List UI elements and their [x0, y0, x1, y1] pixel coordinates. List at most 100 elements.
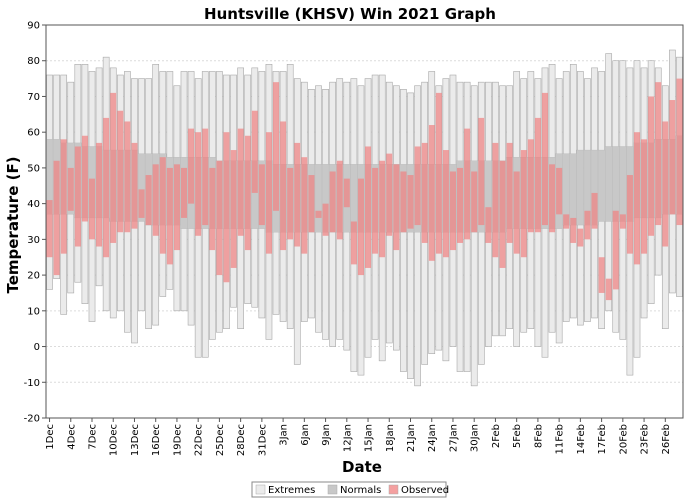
observed-bar — [110, 92, 117, 243]
normals-bar — [619, 146, 627, 222]
y-axis-title: Temperature (F) — [4, 156, 22, 293]
y-tick-label: 60 — [27, 128, 40, 139]
observed-bar — [81, 135, 88, 222]
extremes-bar — [407, 92, 414, 379]
x-tick-label: 7Dec — [88, 424, 99, 450]
y-tick-label: -10 — [24, 378, 40, 389]
x-tick-label: 20Feb — [618, 424, 629, 454]
observed-bar — [96, 142, 103, 247]
observed-bar — [676, 78, 683, 226]
observed-bar — [655, 82, 662, 226]
observed-bar — [315, 210, 322, 218]
observed-bar — [464, 128, 471, 240]
observed-bar — [272, 82, 280, 211]
legend-label: Observed — [401, 485, 449, 496]
observed-bar — [407, 175, 414, 229]
normals-bar — [597, 149, 606, 222]
observed-bar — [265, 132, 272, 254]
observed-bar — [209, 167, 216, 251]
observed-bar — [287, 167, 294, 240]
observed-bar — [457, 167, 464, 243]
observed-bar — [485, 207, 492, 243]
x-tick-label: 28Dec — [236, 424, 247, 456]
legend-swatch — [255, 484, 266, 495]
observed-bar — [131, 142, 138, 229]
observed-bar — [449, 171, 457, 251]
y-tick-label: 80 — [27, 56, 40, 67]
x-tick-label: 21Jan — [406, 424, 417, 452]
observed-bar — [471, 171, 478, 233]
observed-bar — [435, 92, 442, 254]
y-tick-label: 40 — [27, 199, 40, 210]
x-tick-label: 9Jan — [321, 424, 332, 446]
observed-bar — [584, 210, 591, 240]
observed-bar — [74, 146, 81, 247]
observed-bar — [294, 142, 301, 247]
legend-swatch — [388, 484, 399, 495]
observed-bar — [53, 160, 60, 276]
observed-bar — [103, 117, 110, 258]
observed-bar — [322, 203, 329, 236]
observed-bar — [563, 214, 570, 229]
x-tick-label: 25Dec — [215, 424, 226, 456]
observed-bar — [88, 178, 96, 240]
observed-bar — [612, 210, 619, 290]
observed-bar — [237, 128, 244, 236]
observed-bar — [506, 142, 513, 243]
x-tick-label: 4Dec — [66, 424, 77, 450]
observed-bar — [400, 171, 407, 233]
normals-bar — [612, 146, 620, 222]
observed-bars — [46, 78, 683, 301]
legend-label: Normals — [340, 485, 381, 496]
observed-bar — [499, 160, 506, 268]
x-tick-labels: 1Dec 4Dec 7Dec 10Dec 13Dec 16Dec 19Dec 22Dec 25D… — [45, 418, 672, 456]
x-tick-label: 31Dec — [257, 424, 268, 456]
observed-bar — [216, 160, 223, 276]
extremes-bar — [414, 85, 421, 387]
observed-bar — [329, 171, 336, 233]
observed-bar — [124, 121, 131, 233]
observed-bar — [641, 139, 648, 254]
observed-bar — [534, 117, 541, 233]
x-tick-label: 17Feb — [597, 424, 608, 454]
observed-bar — [223, 132, 230, 283]
observed-bar — [591, 192, 598, 229]
observed-bar — [527, 139, 534, 233]
x-tick-label: 3Jan — [279, 424, 290, 446]
observed-bar — [556, 167, 563, 215]
legend-label: Extremes — [268, 485, 315, 496]
observed-bar — [60, 139, 67, 254]
normals-bar — [604, 146, 613, 222]
x-tick-label: 30Jan — [470, 424, 481, 452]
observed-bar — [577, 228, 584, 247]
x-tick-label: 11Feb — [555, 424, 566, 454]
x-tick-label: 27Jan — [448, 424, 459, 452]
x-tick-label: 24Jan — [427, 424, 438, 452]
observed-bar — [379, 160, 386, 258]
x-tick-label: 18Jan — [385, 424, 396, 452]
extremes-bar — [470, 85, 478, 387]
x-tick-label: 6Jan — [300, 424, 311, 446]
legend: Extremes Normals Observed — [251, 481, 449, 498]
x-tick-label: 15Jan — [364, 424, 375, 452]
x-tick-label: 16Dec — [151, 424, 162, 456]
observed-bar — [145, 175, 152, 226]
observed-bar — [414, 146, 421, 226]
plot-frame — [45, 24, 684, 419]
observed-bar — [46, 200, 53, 258]
x-tick-label: 12Jan — [342, 424, 353, 452]
y-tick-labels: -20 -10 0 10 20 30 40 50 60 70 80 90 — [24, 21, 46, 425]
y-tick-label: 10 — [27, 306, 40, 317]
observed-bar — [598, 257, 605, 293]
normals-bar — [569, 153, 577, 226]
observed-bar — [520, 150, 527, 258]
x-tick-label: 2Feb — [491, 424, 502, 448]
observed-bar — [117, 110, 124, 233]
y-tick-label: 30 — [27, 235, 40, 246]
x-tick-label: 1Dec — [45, 424, 56, 450]
observed-bar — [180, 167, 188, 218]
observed-bar — [421, 142, 428, 243]
x-tick-label: 14Feb — [576, 424, 587, 454]
observed-bar — [357, 178, 364, 276]
observed-bar — [513, 171, 520, 254]
